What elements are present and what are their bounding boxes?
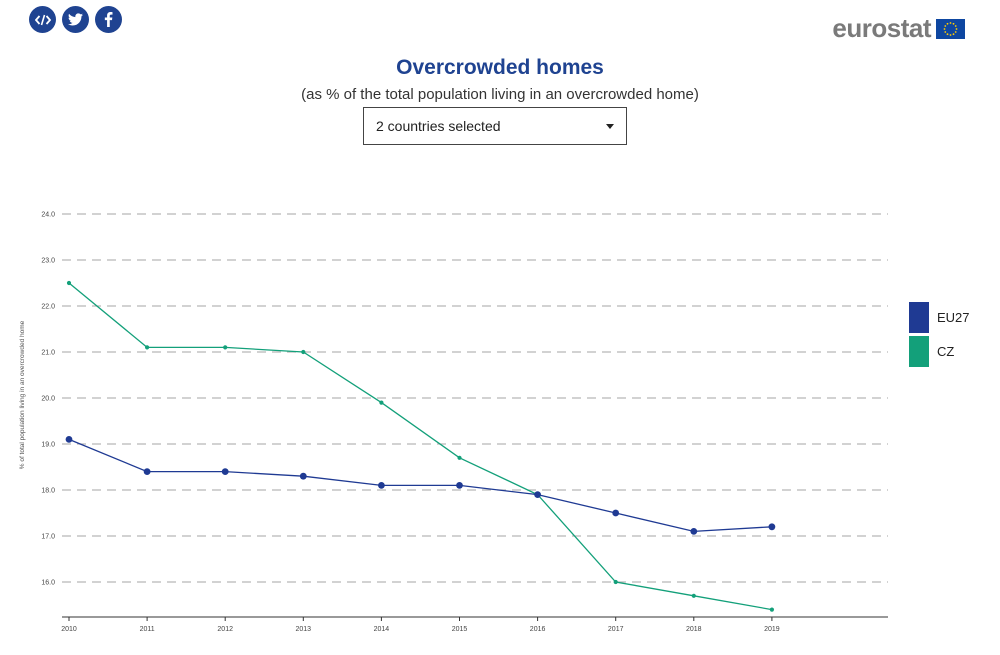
data-point-eu27 (456, 482, 463, 489)
y-tick-label: 22.0 (41, 304, 55, 311)
data-point-cz (223, 345, 228, 350)
data-point-eu27 (612, 509, 620, 517)
code-icon (34, 14, 51, 25)
eurostat-logo: eurostat (832, 13, 965, 44)
facebook-button[interactable] (95, 6, 122, 33)
data-point-eu27 (221, 468, 229, 475)
data-point-cz (66, 280, 72, 286)
data-point-eu27 (534, 491, 541, 498)
data-point-cz (145, 345, 150, 350)
data-point-eu27 (65, 436, 73, 443)
x-tick-label: 2015 (452, 626, 468, 633)
data-point-eu27 (378, 482, 385, 489)
y-tick-label: 23.0 (41, 258, 55, 265)
data-point-eu27 (690, 528, 698, 535)
y-tick-label: 21.0 (41, 350, 55, 357)
x-tick-label: 2019 (764, 626, 780, 633)
facebook-icon (104, 12, 113, 27)
y-tick-label: 19.0 (41, 442, 55, 449)
data-point-eu27 (768, 523, 776, 531)
x-tick-label: 2012 (217, 626, 233, 633)
country-selector[interactable]: 2 countries selected (363, 107, 627, 145)
y-tick-label: 24.0 (41, 212, 55, 219)
legend-swatch (909, 302, 929, 333)
x-tick-label: 2010 (61, 626, 77, 633)
embed-button[interactable] (29, 6, 56, 33)
x-tick-label: 2011 (140, 626, 155, 633)
chart-subtitle: (as % of the total population living in … (301, 86, 699, 103)
chevron-down-icon (606, 123, 614, 129)
y-tick-label: 20.0 (41, 396, 55, 403)
y-tick-label: 17.0 (41, 534, 55, 541)
legend-item-cz[interactable]: CZ (909, 336, 970, 367)
data-point-eu27 (143, 468, 151, 475)
legend-item-eu27[interactable]: EU27 (909, 302, 970, 333)
y-tick-label: 16.0 (41, 580, 55, 587)
eu-flag-icon (936, 18, 965, 39)
share-buttons (29, 6, 122, 33)
legend-label: EU27 (937, 310, 970, 325)
x-tick-label: 2016 (530, 626, 546, 633)
twitter-icon (68, 13, 83, 26)
series-line-cz (68, 282, 773, 611)
data-point-cz (691, 593, 696, 598)
chart-title: Overcrowded homes (396, 56, 604, 79)
data-point-eu27 (299, 472, 307, 480)
legend-label: CZ (937, 344, 955, 359)
data-point-cz (769, 607, 775, 612)
y-tick-label: 18.0 (41, 488, 55, 495)
series-line-eu27 (68, 438, 772, 533)
data-point-cz (613, 579, 618, 585)
legend: EU27 CZ (909, 302, 970, 370)
twitter-button[interactable] (62, 6, 89, 33)
x-tick-label: 2014 (374, 626, 390, 633)
x-tick-label: 2018 (686, 626, 702, 633)
y-axis-label: % of total population living in an overc… (19, 320, 26, 469)
legend-swatch (909, 336, 929, 367)
data-point-cz (301, 349, 306, 355)
data-point-cz (457, 455, 462, 460)
data-point-cz (379, 400, 384, 405)
x-tick-label: 2013 (296, 626, 312, 633)
x-tick-label: 2017 (608, 626, 624, 633)
logo-text: eurostat (832, 13, 931, 43)
country-selector-value: 2 countries selected (376, 118, 501, 134)
